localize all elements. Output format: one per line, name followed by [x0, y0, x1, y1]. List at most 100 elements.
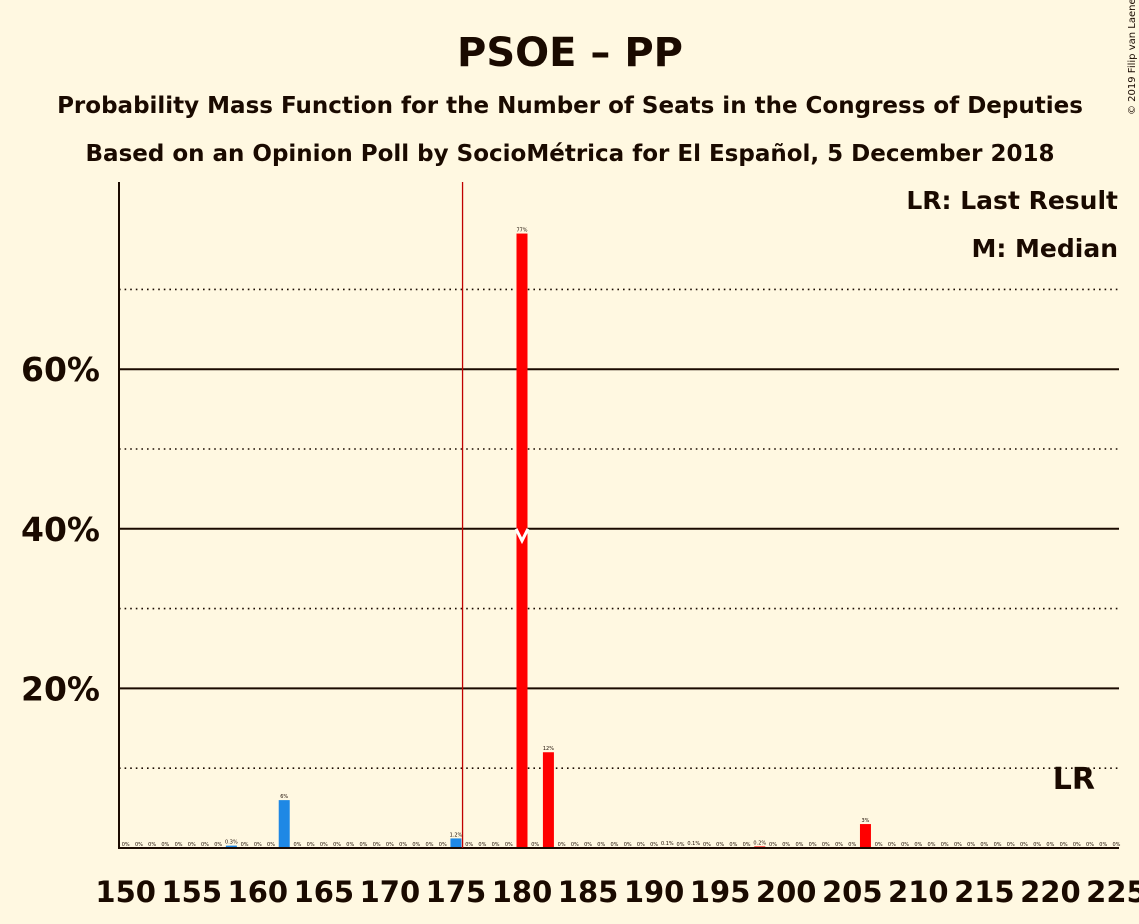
bar-value-label: 0% — [637, 842, 645, 848]
bar-value-label: 0% — [1060, 842, 1068, 848]
x-tick-label: 160 — [228, 875, 289, 909]
x-tick-label: 205 — [822, 875, 883, 909]
bar-value-label: 0% — [254, 842, 262, 848]
y-tick-label: 20% — [21, 669, 100, 708]
bar — [542, 752, 554, 848]
bar-value-label: 0.2% — [753, 840, 766, 846]
bar-value-label: 0% — [148, 842, 156, 848]
x-tick-label: 180 — [492, 875, 553, 909]
bar-value-label: 0% — [373, 842, 381, 848]
bar — [225, 845, 237, 848]
x-tick-label: 210 — [888, 875, 949, 909]
bar-value-label: 0% — [531, 842, 539, 848]
copyright-text: © 2019 Filip van Laenen — [1127, 0, 1138, 115]
chart-subtitle-2: Based on an Opinion Poll by SocioMétrica… — [86, 141, 1055, 167]
bar-value-label: 0% — [241, 842, 249, 848]
bar-value-label: 0% — [584, 842, 592, 848]
bar-value-label: 0% — [611, 842, 619, 848]
bar-value-label: 0% — [558, 842, 566, 848]
bar-value-label: 0% — [994, 842, 1002, 848]
bar-value-label: 0% — [624, 842, 632, 848]
axes — [118, 182, 1119, 849]
bar-value-label: 0.1% — [687, 841, 700, 847]
chart-title: PSOE – PP — [457, 30, 683, 76]
bar-value-label: 0% — [795, 842, 803, 848]
bar-value-label: 0% — [888, 842, 896, 848]
bar-value-label: 0% — [703, 842, 711, 848]
bar-value-label: 0% — [492, 842, 500, 848]
bar-value-label: 0% — [267, 842, 275, 848]
x-tick-labels: 150 155 160 165 170 175 180 185 190 195 200 205 210 2… — [95, 875, 1139, 909]
bar-value-label: 0% — [399, 842, 407, 848]
bar-value-label: 0% — [320, 842, 328, 848]
bar-value-label: 3% — [861, 818, 869, 824]
x-tick-label: 150 — [95, 875, 156, 909]
bar-value-label: 0% — [597, 842, 605, 848]
bar-value-label: 0% — [214, 842, 222, 848]
bar-value-label: 6% — [280, 794, 288, 800]
last-result-marker: LR — [1053, 762, 1095, 797]
bar-value-label: 0% — [346, 842, 354, 848]
x-tick-label: 155 — [161, 875, 222, 909]
bar-value-label: 0% — [1033, 842, 1041, 848]
bar-value-label: 1.2% — [450, 832, 463, 838]
bar-value-label: 0% — [386, 842, 394, 848]
bar-value-label: 0% — [333, 842, 341, 848]
bar-value-label: 0% — [650, 842, 658, 848]
bar-value-label: 0% — [875, 842, 883, 848]
bar-value-label: 0% — [716, 842, 724, 848]
bar-value-label: 0% — [122, 842, 130, 848]
bar-value-label: 0% — [188, 842, 196, 848]
bar — [859, 824, 871, 848]
x-tick-label: 220 — [1020, 875, 1081, 909]
bar-value-label: 0% — [809, 842, 817, 848]
bar-value-label: 0.1% — [661, 841, 674, 847]
x-tick-label: 170 — [360, 875, 421, 909]
bar — [450, 838, 462, 848]
bar-value-label: 0.3% — [225, 840, 238, 846]
bar-value-label: 0% — [1020, 842, 1028, 848]
bar-value-label: 0% — [571, 842, 579, 848]
bar-value-label: 0% — [201, 842, 209, 848]
bar-value-label: 0% — [967, 842, 975, 848]
bar-labels: 0% 0% 0% 0% 0% 0% 0% 0% 0.3% 0% 0% 0% 6% 0% 0% 0% 0% 0% 0%… — [122, 228, 1121, 848]
bar-value-label: 0% — [293, 842, 301, 848]
x-tick-label: 215 — [954, 875, 1015, 909]
x-tick-label: 225 — [1086, 875, 1139, 909]
bar-value-label: 0% — [426, 842, 434, 848]
bar-value-label: 0% — [822, 842, 830, 848]
bar-value-label: 0% — [175, 842, 183, 848]
x-tick-label: 190 — [624, 875, 685, 909]
bar-value-label: 0% — [782, 842, 790, 848]
bar-value-label: 0% — [307, 842, 315, 848]
y-tick-label: 40% — [21, 510, 100, 549]
x-tick-label: 185 — [558, 875, 619, 909]
bar-value-label: 0% — [1086, 842, 1094, 848]
bar-value-label: 0% — [478, 842, 486, 848]
legend-last-result: LR: Last Result — [906, 186, 1118, 215]
chart-subtitle-1: Probability Mass Function for the Number… — [57, 93, 1083, 119]
bar-value-label: 0% — [848, 842, 856, 848]
markers: LR — [461, 182, 1095, 848]
x-tick-label: 175 — [426, 875, 487, 909]
bar-value-label: 0% — [465, 842, 473, 848]
x-tick-label: 165 — [294, 875, 355, 909]
bar-value-label: 0% — [412, 842, 420, 848]
bar-value-label: 0% — [135, 842, 143, 848]
bar-value-label: 0% — [835, 842, 843, 848]
y-tick-label: 60% — [21, 350, 100, 389]
bar-value-label: 77% — [516, 228, 527, 234]
gridlines — [119, 288, 1119, 770]
bar-value-label: 0% — [901, 842, 909, 848]
bar-value-label: 0% — [914, 842, 922, 848]
bar-value-label: 0% — [941, 842, 949, 848]
median-marker — [514, 528, 530, 545]
bar-value-label: 0% — [677, 842, 685, 848]
bar-value-label: 0% — [1099, 842, 1107, 848]
bar-value-label: 0% — [1046, 842, 1054, 848]
bar-value-label: 0% — [1007, 842, 1015, 848]
bar-value-label: 12% — [543, 746, 554, 752]
bar-value-label: 0% — [360, 842, 368, 848]
bars — [225, 233, 871, 849]
